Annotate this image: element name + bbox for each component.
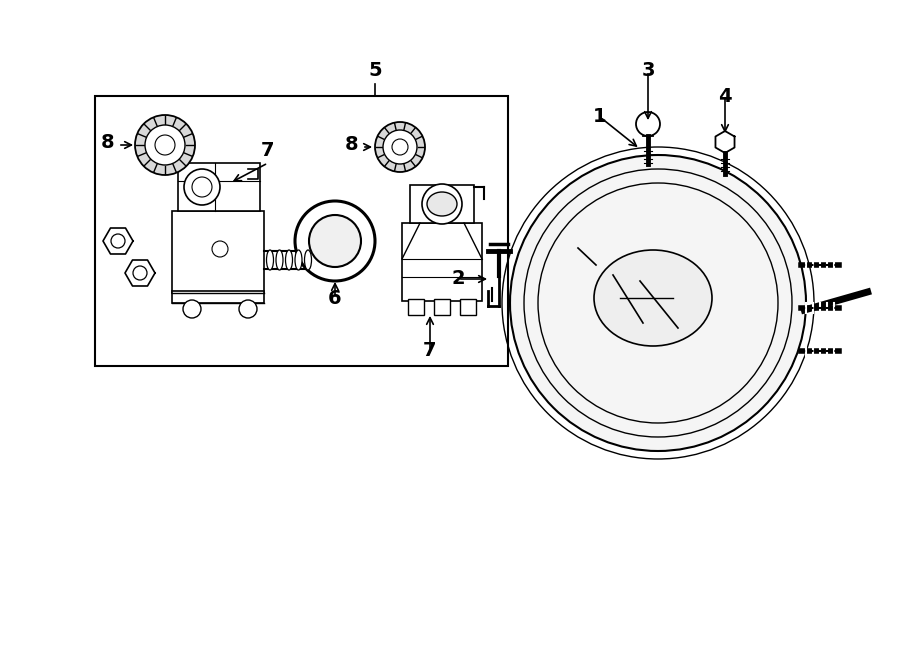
- Text: 8: 8: [346, 136, 359, 155]
- Circle shape: [183, 300, 201, 318]
- Bar: [410, 185, 474, 223]
- Bar: [402, 223, 482, 301]
- Text: 2: 2: [451, 270, 464, 288]
- Ellipse shape: [266, 250, 274, 270]
- Bar: [172, 211, 264, 293]
- Circle shape: [184, 169, 220, 205]
- Ellipse shape: [276, 250, 283, 270]
- Circle shape: [239, 300, 257, 318]
- Polygon shape: [716, 131, 734, 153]
- Bar: [408, 299, 424, 315]
- Circle shape: [375, 122, 425, 172]
- Bar: [434, 299, 450, 315]
- Text: 5: 5: [368, 61, 382, 81]
- Bar: [178, 163, 260, 211]
- Ellipse shape: [304, 250, 311, 270]
- Circle shape: [422, 184, 462, 224]
- Circle shape: [295, 201, 375, 281]
- Text: 7: 7: [423, 342, 436, 360]
- Text: 6: 6: [328, 290, 342, 309]
- Circle shape: [510, 155, 806, 451]
- Text: 1: 1: [593, 108, 607, 126]
- Polygon shape: [103, 228, 133, 254]
- Bar: [95, 96, 508, 366]
- Text: 3: 3: [641, 61, 655, 81]
- Text: 7: 7: [261, 141, 274, 161]
- Bar: [172, 291, 264, 303]
- Ellipse shape: [285, 250, 292, 270]
- Circle shape: [383, 130, 417, 164]
- Ellipse shape: [295, 250, 302, 270]
- Text: 4: 4: [718, 87, 732, 106]
- Circle shape: [145, 125, 185, 165]
- Circle shape: [309, 215, 361, 267]
- Circle shape: [135, 115, 195, 175]
- Ellipse shape: [427, 192, 457, 216]
- Circle shape: [636, 112, 660, 136]
- Bar: [460, 299, 476, 315]
- Text: 8: 8: [101, 134, 115, 153]
- Ellipse shape: [594, 250, 712, 346]
- Polygon shape: [125, 260, 155, 286]
